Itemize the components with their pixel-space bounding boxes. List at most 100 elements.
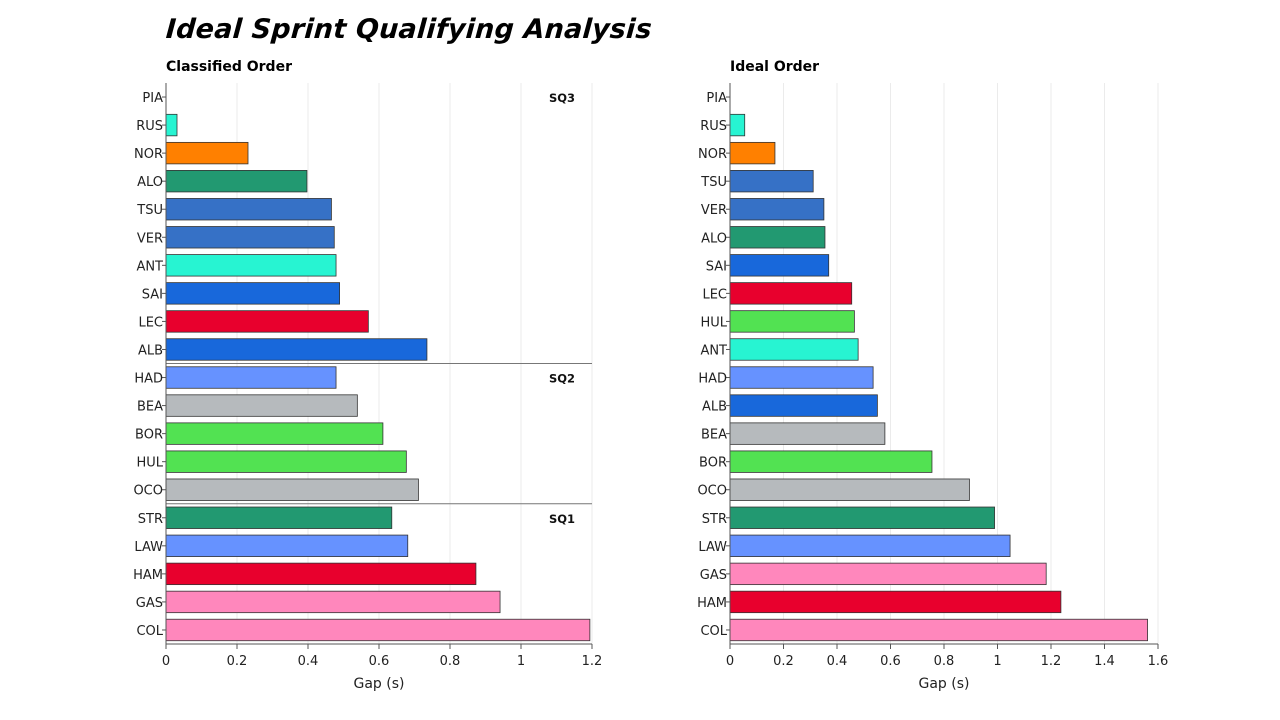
left-xtick-label: 0.6 (369, 654, 390, 669)
left-bar-bea (165, 394, 358, 417)
right-ytick-label-ham: HAM (697, 596, 727, 611)
right-ytick-label-alo: ALO (701, 231, 727, 246)
right-chart-title: Ideal Order (730, 59, 820, 75)
right-bar-sai (729, 254, 830, 277)
right-xtick-label: 0.8 (934, 654, 955, 669)
left-segment-label-sq2: SQ2 (549, 372, 575, 386)
right-bar-rus (729, 113, 746, 137)
right-ytick-label-bor: BOR (699, 456, 727, 471)
right-ytick-label-str: STR (702, 512, 727, 527)
left-ytick-label-gas: GAS (136, 596, 163, 611)
right-xtick-label: 0.4 (827, 654, 848, 669)
left-chart-title: Classified Order (166, 59, 292, 75)
left-ytick-label-hul: HUL (136, 456, 163, 471)
right-bar-nor (729, 141, 776, 165)
left-bar-sai (165, 282, 340, 305)
left-xtick-label: 1 (517, 654, 525, 669)
right-bar-bor (729, 450, 933, 473)
left-ytick-label-oco: OCO (133, 484, 163, 499)
left-bar-gas (165, 590, 501, 614)
left-ytick-label-had: HAD (134, 372, 163, 387)
left-ytick-label-col: COL (136, 624, 163, 639)
left-bar-ver (165, 226, 335, 249)
right-bar-ant (729, 338, 859, 361)
right-ytick-label-bea: BEA (701, 428, 727, 443)
left-ytick-label-law: LAW (134, 540, 163, 555)
right-ytick-label-oco: OCO (697, 484, 727, 499)
right-ytick-label-nor: NOR (698, 147, 727, 162)
left-bar-lec (165, 310, 369, 333)
right-bar-ver (729, 198, 825, 221)
right-bar-lec (729, 282, 853, 305)
left-bar-had (165, 366, 337, 389)
right-ytick-label-ant: ANT (700, 343, 727, 358)
right-ytick-label-ver: VER (701, 203, 727, 218)
left-bar-hul (165, 450, 407, 473)
left-bar-bor (165, 422, 384, 445)
left-bar-col (165, 618, 591, 642)
right-xtick-label: 0.6 (880, 654, 901, 669)
left-bar-oco (165, 478, 419, 501)
left-bar-rus (165, 113, 178, 137)
left-ytick-label-lec: LEC (138, 315, 163, 330)
left-x-axis-label: Gap (s) (354, 676, 405, 692)
left-ytick-label-pia: PIA (142, 91, 163, 106)
left-ytick-label-ver: VER (137, 231, 163, 246)
right-ytick-label-sai: SAI (706, 259, 727, 274)
left-bar-ant (165, 254, 337, 277)
left-ytick-label-alb: ALB (138, 343, 163, 358)
right-ytick-label-col: COL (700, 624, 727, 639)
left-ytick-label-bea: BEA (137, 400, 163, 415)
left-xtick-label: 0 (162, 654, 170, 669)
right-bar-oco (729, 478, 970, 501)
left-bar-alo (165, 170, 308, 193)
left-bar-nor (165, 141, 249, 165)
right-ytick-label-hul: HUL (700, 315, 727, 330)
right-ytick-label-tsu: TSU (700, 175, 727, 190)
left-ytick-label-str: STR (138, 512, 163, 527)
right-ytick-label-had: HAD (698, 372, 727, 387)
left-xtick-label: 0.8 (440, 654, 461, 669)
right-bar-had (729, 366, 874, 389)
left-ytick-label-ant: ANT (136, 259, 163, 274)
right-xtick-label: 1.2 (1041, 654, 1062, 669)
right-xtick-label: 0 (726, 654, 734, 669)
right-ytick-label-rus: RUS (700, 119, 727, 134)
right-bar-str (729, 506, 995, 529)
right-bar-bea (729, 422, 886, 445)
left-bar-str (165, 506, 393, 529)
right-xtick-label: 1.6 (1148, 654, 1169, 669)
left-bar-law (165, 534, 409, 557)
left-ytick-label-sai: SAI (142, 287, 163, 302)
right-bar-alo (729, 226, 826, 249)
right-bar-hul (729, 310, 855, 333)
right-x-axis-label: Gap (s) (919, 676, 970, 692)
left-ytick-label-alo: ALO (137, 175, 163, 190)
right-xtick-label: 1 (993, 654, 1001, 669)
left-bar-ham (165, 562, 477, 586)
right-ytick-label-lec: LEC (702, 287, 727, 302)
left-xtick-label: 1.2 (582, 654, 603, 669)
right-bar-tsu (729, 170, 814, 193)
right-bar-ham (729, 590, 1062, 614)
left-ytick-label-tsu: TSU (136, 203, 163, 218)
left-xtick-label: 0.4 (298, 654, 319, 669)
right-ytick-label-gas: GAS (700, 568, 727, 583)
right-xtick-label: 1.4 (1094, 654, 1115, 669)
left-segment-label-sq3: SQ3 (549, 91, 575, 105)
left-ytick-label-bor: BOR (135, 428, 163, 443)
right-ytick-label-law: LAW (698, 540, 727, 555)
left-segment-label-sq1: SQ1 (549, 512, 575, 526)
right-ytick-label-pia: PIA (706, 91, 727, 106)
right-bar-gas (729, 562, 1047, 586)
left-ytick-label-rus: RUS (136, 119, 163, 134)
left-bar-alb (165, 338, 428, 361)
right-bar-law (729, 534, 1011, 557)
right-xtick-label: 0.2 (773, 654, 794, 669)
right-bar-alb (729, 394, 878, 417)
left-bar-tsu (165, 198, 332, 221)
right-bar-col (729, 618, 1148, 642)
left-ytick-label-ham: HAM (133, 568, 163, 583)
left-xtick-label: 0.2 (227, 654, 248, 669)
